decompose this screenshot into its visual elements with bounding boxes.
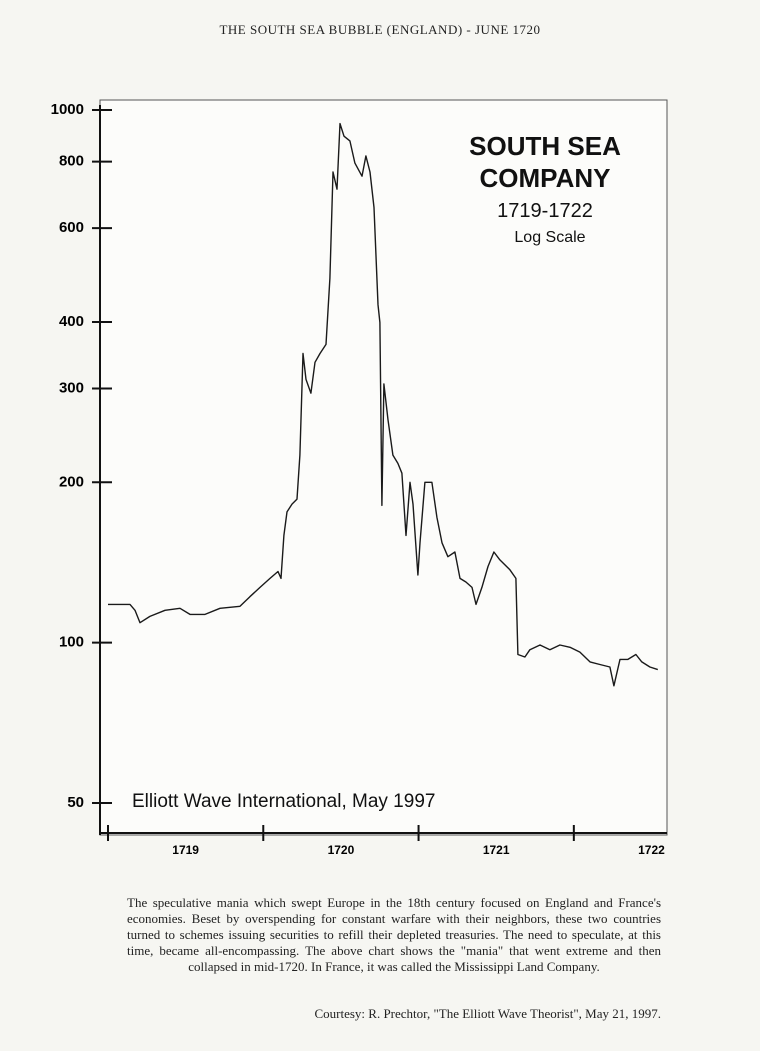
chart-frame [99,99,668,836]
y-tick-label: 1000 [51,101,84,118]
chart-subtitle: 1719-1722 [497,200,593,222]
y-tick-label: 200 [59,473,84,490]
x-tick-label: 1721 [483,843,510,857]
y-tick-label: 600 [59,219,84,236]
chart-title: SOUTH SEA COMPANY [469,131,621,193]
y-tick-label: 50 [67,794,84,811]
caption-credit: Courtesy: R. Prechtor, "The Elliott Wave… [314,1006,661,1021]
y-tick-label: 300 [59,379,84,396]
price-line [108,122,659,687]
x-tick-label: 1719 [172,843,199,857]
y-tick-label: 800 [59,153,84,170]
x-tick-label: 1720 [328,843,355,857]
annotation: Elliott Wave International, May 1997 [132,791,436,812]
caption: The speculative mania which swept Europe… [127,895,661,974]
annotation: Log Scale [514,229,586,246]
y-tick-label: 100 [59,634,84,651]
page-title: THE SOUTH SEA BUBBLE (ENGLAND) - JUNE 17… [219,22,541,37]
y-tick-label: 400 [59,313,84,330]
x-tick-label: 1722 [638,843,665,857]
